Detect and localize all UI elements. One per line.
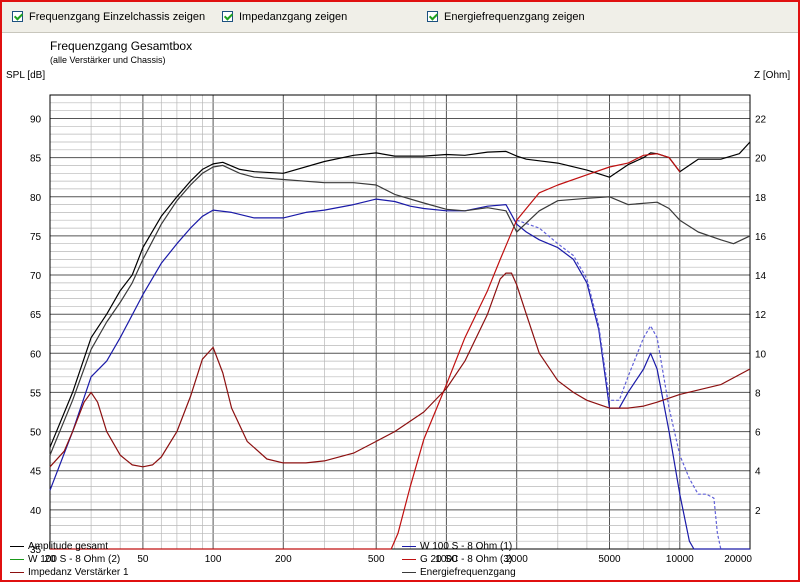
y-tick-label: 65	[30, 310, 42, 321]
legend-item-energiefrequenzgang: Energiefrequenzgang	[402, 567, 516, 578]
x-tick-label: 200	[275, 554, 292, 565]
legend-label: W 100 S - 8 Ohm (2)	[28, 554, 121, 565]
y-tick-label: 80	[30, 193, 42, 204]
y2-tick-label: 12	[755, 310, 767, 321]
y2-tick-label: 2	[755, 506, 761, 517]
checkbox-label: Energiefrequenzgang zeigen	[444, 10, 585, 23]
y-tick-label: 85	[30, 154, 42, 165]
y-tick-label: 45	[30, 467, 42, 478]
y2-tick-label: 4	[755, 467, 761, 478]
y-axis-label-right: Z [Ohm]	[754, 70, 790, 81]
legend-label: W 100 S - 8 Ohm (1)	[420, 541, 513, 552]
y-axis-label-left: SPL [dB]	[6, 70, 45, 81]
checkbox-checked-icon[interactable]	[427, 11, 438, 22]
y-tick-label: 90	[30, 115, 42, 126]
y2-tick-label: 6	[755, 428, 761, 439]
legend-item-w100s-1: W 100 S - 8 Ohm (1)	[402, 541, 512, 552]
legend-swatch	[10, 572, 24, 573]
curve-energiefrequenzgang	[49, 164, 751, 456]
x-tick-label: 100	[205, 554, 222, 565]
checkbox-label: Impedanzgang zeigen	[239, 10, 348, 23]
legend-swatch	[402, 546, 416, 547]
curve-w-100-s-8-ohm-2	[516, 219, 722, 550]
x-tick-label: 20000	[724, 554, 752, 565]
legend-swatch	[402, 572, 416, 573]
legend-item-amplitude-gesamt: Amplitude gesamt	[10, 541, 108, 552]
x-tick-label: 20	[44, 554, 56, 565]
legend-label: Energiefrequenzgang	[420, 567, 516, 578]
chart-title: Frequenzgang Gesamtbox	[50, 39, 192, 53]
x-tick-label: 500	[368, 554, 385, 565]
y2-tick-label: 18	[755, 193, 767, 204]
y-tick-label: 35	[30, 545, 42, 556]
frequency-response-chart: Frequenzgang Gesamtbox (alle Verstärker …	[6, 39, 790, 566]
x-tick-label: 10000	[666, 554, 694, 565]
curve-g-20-sc-8-ohm-3	[50, 153, 681, 550]
axis-tick-labels: 35 40 45 50 55 60 65 70 75 80 85 90 2 4 6 8 10 12 14 16 18 20…	[30, 115, 767, 566]
legend-item-impedanz: Impedanz Verstärker 1	[10, 567, 129, 578]
checkbox-impedanzgang[interactable]: Impedanzgang zeigen	[222, 9, 347, 24]
chart-grid	[49, 95, 751, 550]
curve-amplitude-gesamt	[49, 141, 751, 448]
legend-swatch	[10, 559, 24, 560]
y-tick-label: 70	[30, 271, 42, 282]
checkbox-energiefrequenzgang[interactable]: Energiefrequenzgang zeigen	[427, 9, 585, 24]
y2-tick-label: 20	[755, 154, 767, 165]
y-tick-label: 60	[30, 349, 42, 360]
legend-label: Amplitude gesamt	[28, 541, 109, 552]
y2-tick-label: 14	[755, 271, 767, 282]
curve-w-100-s-8-ohm-1	[49, 198, 750, 550]
options-toolbar: Frequenzgang Einzelchassis zeigen Impeda…	[2, 2, 798, 33]
chart-subtitle: (alle Verstärker und Chassis)	[50, 55, 166, 65]
legend-label: G 20 SC - 8 Ohm (3)	[420, 554, 513, 565]
checkbox-label: Frequenzgang Einzelchassis zeigen	[29, 10, 206, 23]
legend-item-w100s-2: W 100 S - 8 Ohm (2)	[10, 554, 120, 565]
checkbox-checked-icon[interactable]	[12, 11, 23, 22]
x-tick-label: 5000	[598, 554, 621, 565]
legend-swatch	[10, 546, 24, 547]
x-tick-label: 2000	[506, 554, 529, 565]
checkbox-checked-icon[interactable]	[222, 11, 233, 22]
y-tick-label: 55	[30, 388, 42, 399]
x-tick-label: 50	[137, 554, 149, 565]
legend-label: Impedanz Verstärker 1	[28, 567, 129, 578]
y-tick-label: 50	[30, 428, 42, 439]
plot-area-border	[49, 94, 751, 550]
y2-tick-label: 10	[755, 349, 767, 360]
legend-swatch	[402, 559, 416, 560]
x-tick-label: 1000	[435, 554, 458, 565]
y-tick-label: 40	[30, 506, 42, 517]
y-tick-label: 75	[30, 232, 42, 243]
y2-tick-label: 22	[755, 115, 767, 126]
curve-layer	[49, 141, 751, 550]
y2-tick-label: 8	[755, 388, 761, 399]
checkbox-frequenzgang-einzelchassis[interactable]: Frequenzgang Einzelchassis zeigen	[12, 9, 205, 24]
y2-tick-label: 16	[755, 232, 767, 243]
curve-impedanz-verst-rker-1	[49, 272, 751, 468]
legend-item-g20sc-3: G 20 SC - 8 Ohm (3)	[402, 554, 512, 565]
